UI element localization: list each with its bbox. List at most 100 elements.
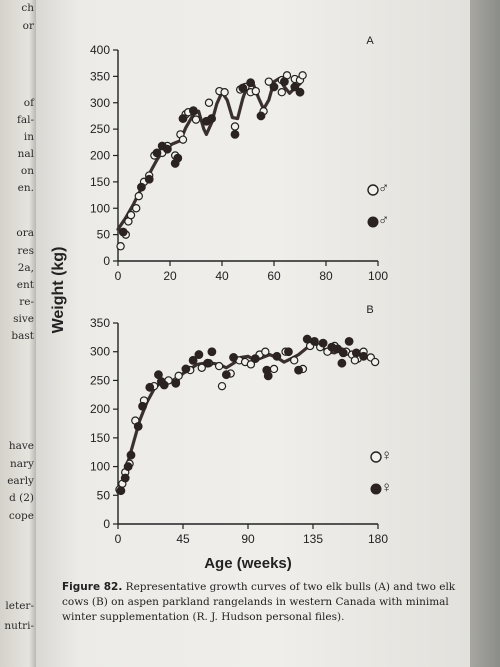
- data-point-open: [116, 242, 125, 251]
- left-page-text-fragment: in: [23, 131, 34, 143]
- data-point-filled: [351, 348, 361, 358]
- left-page-text-fragment: of: [23, 97, 34, 109]
- data-point-open: [217, 381, 227, 391]
- y-tick-label: 100: [90, 460, 110, 474]
- data-point-filled: [229, 353, 238, 362]
- legend-symbol: ♀: [381, 479, 392, 496]
- data-point-filled: [138, 401, 147, 411]
- left-page-text-fragment: d (2): [9, 492, 34, 504]
- legend-symbol: ♂: [378, 180, 389, 197]
- data-point-open: [290, 356, 299, 365]
- x-tick-label: 100: [368, 269, 388, 283]
- data-point-filled: [221, 370, 231, 380]
- data-point-filled: [246, 78, 256, 88]
- legend-marker-filled: [370, 483, 382, 495]
- data-point-filled: [116, 486, 126, 496]
- y-axis-label: Weight (kg): [50, 247, 67, 334]
- data-point-filled: [207, 114, 217, 123]
- left-page-text-fragment: re-: [19, 296, 34, 308]
- left-page-text-fragment: nary: [10, 458, 34, 470]
- data-point-open: [261, 347, 270, 356]
- chart-panel-a: 0 50 100 150 200 250 300 350 400 0 20 40 60 80 100 A ♂ ♂: [90, 35, 389, 283]
- data-point-filled: [136, 182, 146, 192]
- data-point-filled: [162, 144, 172, 154]
- data-point-filled: [188, 106, 198, 116]
- y-tick-label: 50: [97, 488, 111, 502]
- left-page-text-fragment: fal-: [16, 114, 34, 126]
- left-page-text-fragment: on: [20, 165, 34, 177]
- y-tick-label: 300: [90, 96, 110, 110]
- y-tick-label: 0: [103, 254, 110, 268]
- data-point-filled: [279, 77, 289, 87]
- y-tick-label: 300: [90, 345, 110, 359]
- data-point-filled: [126, 450, 136, 460]
- panel-label: B: [366, 304, 373, 316]
- data-point-filled: [118, 227, 128, 237]
- legend-symbol: ♀: [381, 447, 392, 464]
- left-page-text-fragment: nal: [17, 148, 34, 160]
- data-point-filled: [337, 358, 347, 368]
- data-point-filled: [178, 114, 188, 123]
- data-point-open: [370, 357, 380, 367]
- left-page-text-fragment: have: [8, 440, 34, 452]
- data-point-filled: [152, 148, 162, 158]
- x-tick-label: 45: [176, 532, 190, 546]
- y-tick-label: 150: [90, 431, 110, 445]
- data-point-open: [230, 122, 240, 131]
- data-point-open: [214, 361, 224, 371]
- data-point-open: [220, 87, 229, 97]
- left-page-text-fragment: or: [22, 20, 34, 32]
- data-point-filled: [318, 338, 328, 348]
- data-point-filled: [173, 153, 183, 163]
- data-point-open: [246, 360, 256, 369]
- data-point-filled: [230, 129, 240, 139]
- y-tick-label: 0: [103, 517, 110, 531]
- data-point-filled: [194, 350, 204, 359]
- data-point-filled: [144, 174, 154, 184]
- legend-marker-open: [367, 184, 379, 196]
- data-point-filled: [123, 462, 133, 471]
- data-point-filled: [284, 347, 293, 357]
- y-tick-label: 350: [90, 69, 110, 83]
- left-page-text-fragment: sive: [13, 313, 34, 325]
- data-point-filled: [344, 336, 354, 346]
- left-page-text-fragment: res: [17, 245, 34, 257]
- left-page-text-fragment: en.: [17, 182, 34, 194]
- data-point-open: [264, 77, 273, 86]
- data-point-open: [350, 356, 360, 365]
- data-point-filled: [295, 87, 305, 97]
- left-page-text-fragment: ora: [16, 227, 34, 239]
- x-tick-label: 90: [241, 532, 255, 546]
- right-page-edge: [470, 0, 500, 667]
- x-tick-label: 0: [115, 532, 122, 546]
- x-tick-label: 80: [319, 269, 333, 283]
- y-tick-label: 250: [90, 373, 110, 387]
- x-tick-label: 20: [163, 269, 177, 283]
- data-point-open: [204, 98, 214, 107]
- x-tick-label: 40: [215, 269, 229, 283]
- data-point-filled: [171, 378, 181, 388]
- y-tick-label: 50: [97, 228, 111, 242]
- legend-symbol: ♂: [378, 212, 389, 229]
- data-point-filled: [156, 377, 166, 386]
- data-point-filled: [238, 83, 248, 93]
- left-page-text-fragment: early: [7, 475, 34, 487]
- data-point-open: [298, 71, 307, 80]
- data-point-open: [197, 363, 206, 372]
- y-tick-label: 350: [90, 316, 110, 330]
- data-point-filled: [294, 365, 303, 375]
- y-tick-label: 200: [90, 402, 110, 416]
- data-point-open: [178, 135, 188, 144]
- data-point-filled: [302, 334, 312, 344]
- y-tick-label: 200: [90, 149, 110, 163]
- data-point-filled: [359, 351, 368, 361]
- book-page: [36, 0, 470, 667]
- data-point-open: [269, 364, 279, 374]
- x-tick-label: 135: [303, 532, 323, 546]
- data-point-filled: [203, 358, 212, 368]
- left-page-text-fragment: 2a,: [17, 262, 34, 274]
- left-page-text-fragment: bast: [11, 330, 34, 342]
- left-page-text-fragment: nutri-: [4, 620, 34, 632]
- legend-marker-filled: [367, 216, 379, 228]
- data-point-filled: [290, 82, 300, 92]
